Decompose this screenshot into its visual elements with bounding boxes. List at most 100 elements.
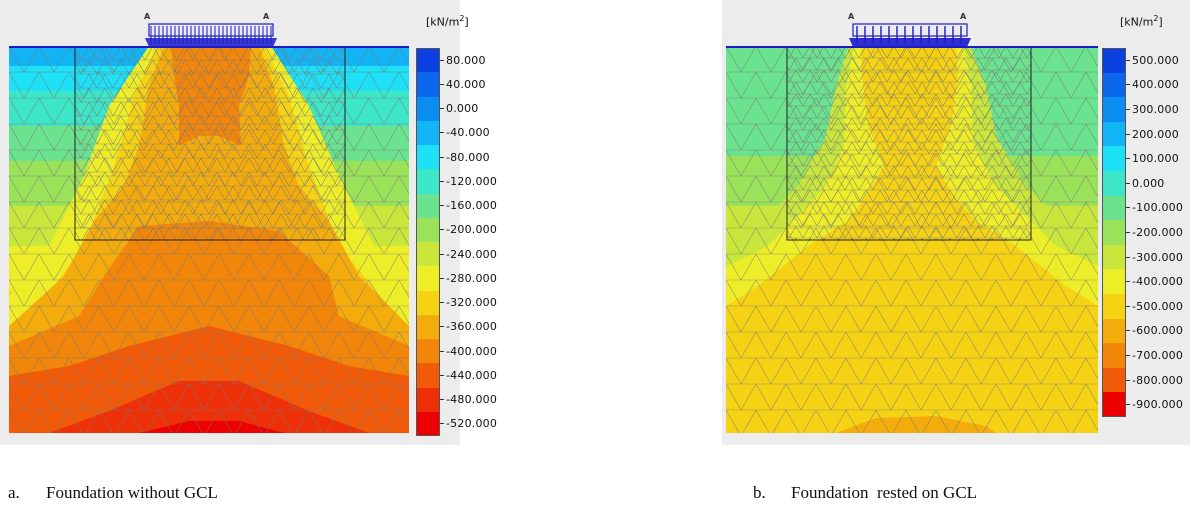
legend-label: -480.000	[446, 393, 498, 407]
legend-entry: -280.000	[416, 266, 497, 291]
legend-swatch	[1102, 48, 1126, 73]
legend-swatch	[416, 169, 440, 194]
legend-label: -500.000	[1132, 299, 1184, 313]
load-label-right: A	[960, 12, 967, 21]
legend-entry: -440.000	[416, 363, 498, 388]
legend-entry: -200.000	[416, 217, 497, 242]
legend-label: -600.000	[1132, 324, 1184, 338]
legend-label: -120.000	[446, 174, 498, 188]
distributed-load-icon	[849, 23, 971, 47]
load-label-left: A	[144, 12, 151, 21]
legend-swatch	[416, 411, 440, 436]
legend-entry: -80.000	[416, 145, 490, 170]
legend-b: [kN/m2] 500.000 400.000 300.000 200.000 100.…	[1102, 14, 1194, 434]
legend-label: -440.000	[446, 368, 498, 382]
panel-a: A A	[0, 0, 497, 445]
legend-tick	[440, 399, 444, 401]
legend-label: -800.000	[1132, 373, 1184, 387]
legend-tick	[440, 326, 444, 328]
legend-entry: -900.000	[1102, 392, 1183, 417]
legend-label: -400.000	[1132, 275, 1184, 289]
legend-unit: [kN/m2]	[1120, 14, 1163, 29]
legend-swatch	[1102, 343, 1126, 368]
legend-label: 100.000	[1132, 152, 1179, 166]
legend-tick	[440, 302, 444, 304]
legend-entry: 0.000	[416, 96, 479, 121]
legend-entry: -480.000	[416, 387, 498, 412]
legend-unit: [kN/m2]	[426, 14, 469, 29]
legend-swatch	[416, 242, 440, 267]
legend-tick	[440, 350, 444, 352]
legend-tick	[1126, 133, 1130, 135]
legend-label: -100.000	[1132, 201, 1184, 215]
legend-label: -40.000	[446, 126, 490, 140]
legend-swatch	[1102, 121, 1126, 147]
legend-a: [kN/m2] 80.000 40.000 0.000 -40.000 -80.000 -…	[416, 14, 516, 436]
legend-swatch	[1102, 294, 1126, 319]
legend-label: 80.000	[446, 53, 486, 67]
legend-swatch	[416, 314, 440, 339]
legend-label: -240.000	[446, 247, 498, 261]
legend-tick	[440, 59, 444, 61]
legend-swatch	[416, 48, 440, 73]
legend-swatch	[416, 96, 440, 121]
legend-entry: -700.000	[1102, 343, 1183, 368]
caption-a-text: Foundation without GCL	[46, 483, 218, 502]
legend-label: -360.000	[446, 320, 498, 334]
legend-tick	[1126, 256, 1130, 258]
legend-tick	[1126, 404, 1130, 406]
legend-tick	[1126, 207, 1130, 209]
legend-entry: -800.000	[1102, 367, 1184, 393]
legend-entry: -400.000	[1102, 269, 1183, 294]
legend-tick	[440, 108, 444, 110]
legend-tick	[1126, 305, 1130, 307]
caption-a-letter: a.	[8, 483, 20, 502]
legend-swatch	[1102, 392, 1126, 417]
legend-label: 0.000	[446, 102, 479, 116]
caption-a: a. Foundation without GCL	[8, 483, 218, 503]
legend-swatch	[1102, 72, 1126, 98]
legend-label: -200.000	[1132, 225, 1184, 239]
legend-entry: 300.000	[1102, 97, 1179, 122]
legend-swatch	[1102, 244, 1126, 270]
legend-label: -160.000	[446, 199, 498, 213]
legend-tick	[440, 83, 444, 85]
legend-entry: 200.000	[1102, 121, 1179, 147]
legend-label: -320.000	[446, 296, 498, 310]
legend-tick	[440, 156, 444, 158]
legend-entry: -360.000	[416, 314, 498, 339]
legend-entry: -400.000	[416, 339, 497, 364]
stress-contour-plot-a	[9, 46, 409, 433]
legend-tick	[1126, 182, 1130, 184]
caption-b: b. Foundation rested on GCL	[753, 483, 977, 503]
legend-swatch	[1102, 367, 1126, 393]
legend-label: 300.000	[1132, 102, 1179, 116]
legend-swatch	[416, 387, 440, 412]
legend-label: -300.000	[1132, 250, 1184, 264]
legend-tick	[440, 205, 444, 207]
legend-swatch	[416, 290, 440, 315]
legend-tick	[440, 423, 444, 425]
legend-entry: -100.000	[1102, 195, 1184, 221]
legend-swatch	[1102, 269, 1126, 294]
legend-entry: 0.000	[1102, 171, 1165, 196]
legend-swatch	[416, 266, 440, 291]
distributed-load-icon	[145, 23, 277, 47]
legend-tick	[1126, 330, 1130, 332]
caption-b-letter: b.	[753, 483, 766, 502]
legend-entry: -500.000	[1102, 294, 1183, 319]
legend-label: -700.000	[1132, 348, 1184, 362]
legend-tick	[440, 277, 444, 279]
legend-tick	[1126, 108, 1130, 110]
legend-swatch	[1102, 195, 1126, 221]
legend-swatch	[1102, 97, 1126, 122]
legend-label: 500.000	[1132, 53, 1179, 67]
legend-entry: 500.000	[1102, 48, 1179, 73]
legend-entry: -160.000	[416, 193, 498, 218]
caption-b-text: Foundation rested on GCL	[791, 483, 978, 502]
legend-tick	[440, 229, 444, 231]
legend-entry: -40.000	[416, 120, 490, 145]
legend-tick	[440, 374, 444, 376]
legend-entry: -320.000	[416, 290, 498, 315]
legend-swatch	[416, 120, 440, 145]
